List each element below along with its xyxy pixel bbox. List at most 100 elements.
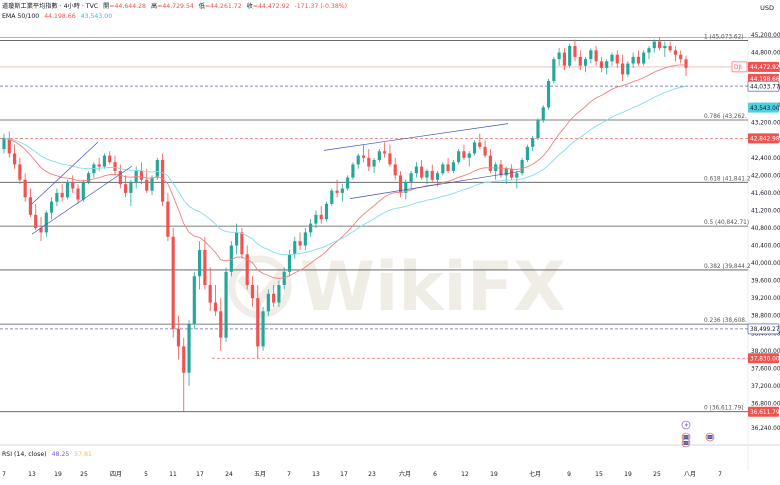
candle-body: [330, 190, 334, 204]
currency-label[interactable]: USD: [760, 4, 774, 12]
candle-body: [557, 52, 561, 60]
candle: [266, 289, 270, 316]
low-label: 低: [198, 3, 205, 10]
price-tag-box: [747, 80, 780, 92]
candle-body: [118, 170, 122, 185]
candle-body: [155, 160, 159, 178]
symbol-title: 道瓊斯工業平均指數 · 4小時 · TVC: [2, 3, 99, 10]
price-tag-value: 42,842.98: [750, 137, 780, 143]
candle: [620, 54, 625, 82]
ema-legend[interactable]: EMA 50/100 44,198.66 43,543.00: [2, 13, 115, 21]
candle: [28, 188, 33, 218]
candle-body: [277, 285, 281, 303]
candle: [472, 140, 477, 156]
candle: [287, 249, 292, 277]
candle: [12, 144, 17, 169]
candle-body: [578, 56, 582, 66]
candle-body: [356, 155, 360, 165]
price-tag: 44,033.77: [747, 80, 780, 92]
candle-body: [266, 293, 270, 312]
channel-line: [31, 165, 133, 235]
candle-body: [351, 164, 355, 178]
price-tag: 36,611.79: [748, 406, 780, 417]
rsi-label: RSI (14, close): [2, 451, 47, 458]
candle: [425, 168, 429, 185]
price-axis-tick: 41,200.00: [751, 208, 780, 214]
price-axis-tick: 40,800.00: [751, 226, 780, 232]
candle: [657, 37, 662, 51]
candle: [668, 41, 672, 53]
candle-body: [340, 188, 344, 193]
time-axis-tick: 9: [567, 471, 571, 478]
candle-body: [287, 254, 292, 272]
candle: [309, 219, 313, 237]
candle: [483, 140, 487, 158]
candle: [213, 285, 218, 316]
candle-body: [393, 164, 397, 176]
candle: [229, 241, 233, 277]
candle-body: [171, 236, 175, 329]
candle-body: [377, 151, 381, 161]
candle-body: [208, 285, 212, 303]
price-axis-tick: 36,240.00: [751, 426, 780, 432]
candle: [504, 166, 508, 185]
price-tag: 44,472.92 DJI: [731, 61, 780, 73]
candle-body: [541, 107, 545, 121]
candle: [673, 45, 678, 62]
time-axis-tick: 25: [653, 471, 661, 478]
candle-body: [499, 164, 503, 176]
candle-body: [176, 328, 181, 347]
candle: [536, 118, 540, 141]
candle-body: [425, 170, 429, 178]
ema50-value: 44,198.66: [44, 13, 76, 20]
price-tag-value: 36,611.79: [750, 410, 780, 416]
candle: [245, 245, 249, 290]
candle-body: [39, 227, 43, 233]
candle-body: [182, 346, 186, 373]
watermark: WikiFX: [228, 248, 566, 327]
candle-body: [441, 164, 445, 174]
candle-body: [657, 41, 662, 49]
candle: [161, 153, 165, 207]
candle: [176, 315, 181, 360]
candle-body: [213, 302, 218, 312]
candle: [139, 162, 144, 185]
candle-body: [647, 48, 651, 53]
candle: [642, 50, 646, 66]
candle-body: [71, 181, 75, 189]
candle: [356, 153, 360, 169]
candle-body: [346, 177, 350, 189]
candle: [39, 217, 43, 242]
high-value: =44,729.54: [157, 3, 194, 10]
watermark-text: WikiFX: [300, 248, 566, 327]
candle: [102, 153, 107, 169]
candle-body: [187, 324, 191, 373]
price-axis-tick: 40,400.00: [751, 244, 780, 250]
candle: [272, 285, 276, 307]
candle: [224, 267, 228, 343]
candle-body: [314, 214, 318, 224]
price-axis-tick: 42,400.00: [751, 156, 780, 162]
candle: [97, 157, 101, 171]
time-axis-tick: 19: [54, 471, 62, 478]
price-axis-tick: 41,600.00: [751, 191, 780, 197]
candle-body: [250, 285, 255, 299]
price-axis-tick: 45,200.00: [751, 33, 780, 39]
candle-body: [23, 179, 27, 198]
candle: [494, 162, 498, 180]
candle-body: [478, 142, 482, 147]
candle-body: [684, 59, 688, 67]
price-axis-tick: 39,600.00: [751, 279, 780, 285]
candle-body: [398, 175, 403, 193]
candle-body: [642, 52, 646, 64]
price-axis-tick: 36,800.00: [751, 401, 780, 407]
price-axis-tick: 37,600.00: [751, 366, 780, 372]
candle: [599, 56, 603, 73]
candle: [578, 50, 582, 71]
candle-body: [573, 45, 577, 57]
candle-body: [55, 192, 59, 202]
candle: [636, 50, 641, 66]
rsi-legend[interactable]: RSI (14, close) 48.25 57.81: [2, 451, 95, 459]
time-axis-tick: 23: [368, 471, 376, 478]
fib-level-label: 0 (36,611.79): [704, 406, 744, 412]
